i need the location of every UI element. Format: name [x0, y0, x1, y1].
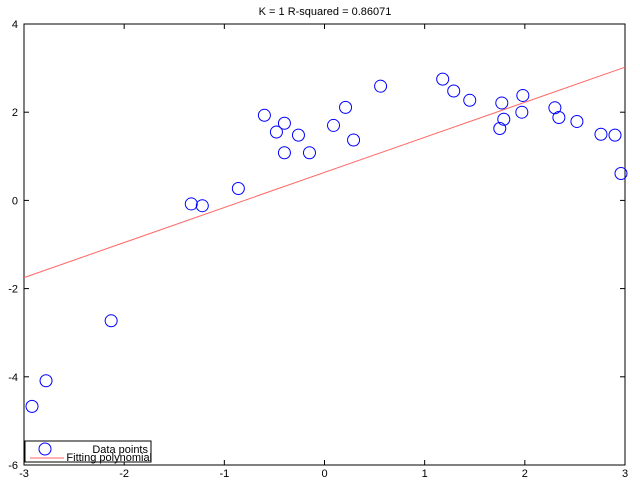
data-point: [570, 114, 584, 128]
data-point: [548, 101, 562, 115]
data-point: [25, 399, 39, 413]
data-point: [552, 110, 566, 124]
data-point: [39, 374, 53, 388]
data-point: [291, 128, 305, 142]
legend-label-data-points: Data points: [92, 444, 148, 456]
data-point: [231, 181, 245, 195]
data-point: [515, 105, 529, 119]
x-tick-label: -2: [119, 468, 129, 480]
x-tick-label: -1: [219, 468, 229, 480]
plot-frame: [23, 23, 626, 466]
axis-ticks: [23, 23, 626, 466]
x-tick-label: -3: [19, 468, 29, 480]
data-point: [495, 96, 509, 110]
legend: Data points Fitting polynomial: [24, 440, 152, 464]
data-point: [493, 122, 507, 136]
legend-box: [24, 440, 152, 463]
fitting-polynomial-line: [23, 66, 626, 279]
data-point: [339, 100, 353, 114]
data-point: [374, 79, 388, 93]
data-point: [594, 127, 608, 141]
y-tick-label: 0: [12, 195, 18, 207]
legend-label-fitting-polynomial: Fitting polynomial: [66, 452, 152, 464]
data-point: [497, 112, 511, 126]
x-tick-label: 3: [622, 468, 628, 480]
data-point: [277, 116, 291, 130]
data-point: [184, 197, 198, 211]
x-tick-label: 0: [321, 468, 327, 480]
data-point: [277, 146, 291, 160]
data-point: [104, 314, 118, 328]
fit-line-layer: [23, 66, 626, 279]
data-point: [447, 84, 461, 98]
data-point: [327, 118, 341, 132]
data-point: [257, 108, 271, 122]
y-tick-label: -2: [8, 284, 18, 296]
data-points-layer: [25, 72, 628, 413]
data-point: [269, 125, 283, 139]
axis-tick-labels: -3 -2 -1 0 1 2 3 -6 -4 -2 0 2 4: [8, 19, 628, 480]
x-tick-label: 2: [522, 468, 528, 480]
y-tick-label: 4: [12, 19, 18, 31]
data-point: [614, 166, 628, 180]
data-point: [608, 128, 622, 142]
data-point: [302, 146, 316, 160]
y-tick-label: -4: [8, 372, 18, 384]
y-tick-label: -6: [8, 460, 18, 472]
chart-title: K = 1 R-squared = 0.86071: [259, 6, 392, 18]
data-point: [516, 88, 530, 102]
data-point: [195, 199, 209, 213]
x-tick-label: 1: [422, 468, 428, 480]
y-tick-label: 2: [12, 107, 18, 119]
legend-marker-data-points: [38, 442, 52, 456]
data-point: [347, 133, 361, 147]
data-point: [436, 72, 450, 86]
data-point: [463, 93, 477, 107]
